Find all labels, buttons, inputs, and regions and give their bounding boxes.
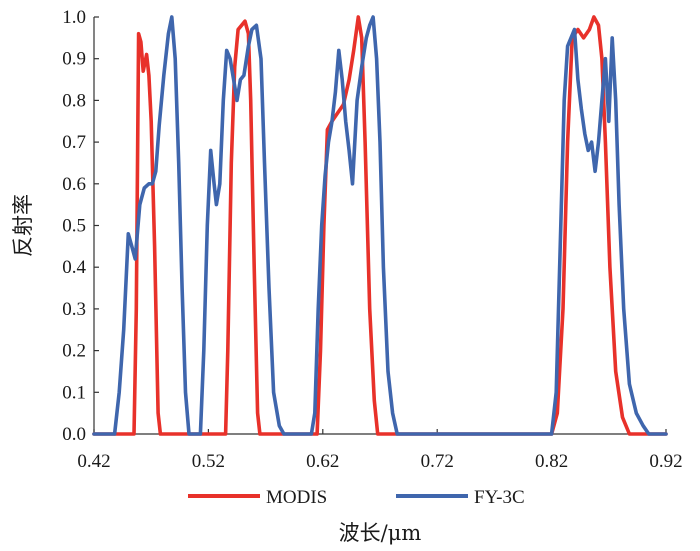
x-tick-label: 0.52	[192, 451, 225, 472]
legend: MODIS FY-3C	[188, 487, 525, 508]
y-axis-title: 反射率	[11, 194, 35, 257]
y-tick-label: 0.2	[62, 341, 86, 362]
y-axis: 0.0 0.1 0.2 0.3 0.4 0.5 0.6 0.7 0.8 0.9 1.0	[62, 7, 99, 445]
x-tick-label: 0.82	[535, 451, 568, 472]
y-tick-label: 0.3	[62, 299, 86, 320]
y-tick-label: 1.0	[62, 7, 86, 28]
series-line-fy-3c	[92, 15, 668, 436]
legend-label: FY-3C	[474, 487, 525, 508]
y-tick-label: 0.5	[62, 216, 86, 237]
x-tick-label: 0.42	[77, 451, 110, 472]
y-tick-label: 0.9	[62, 49, 86, 70]
y-tick-label: 0.8	[62, 90, 86, 111]
y-tick-label: 0.6	[62, 174, 86, 195]
x-tick-label: 0.92	[649, 451, 682, 472]
x-axis-title: 波长/μm	[339, 521, 422, 545]
y-tick-label: 0.4	[62, 257, 86, 278]
y-tick-label: 0.7	[62, 132, 86, 153]
x-tick-label: 0.72	[421, 451, 454, 472]
y-tick-label: 0.0	[62, 424, 86, 445]
y-tick-label: 0.1	[62, 382, 86, 403]
series-lines	[92, 15, 668, 436]
x-tick-label: 0.62	[306, 451, 339, 472]
legend-label: MODIS	[266, 487, 327, 508]
